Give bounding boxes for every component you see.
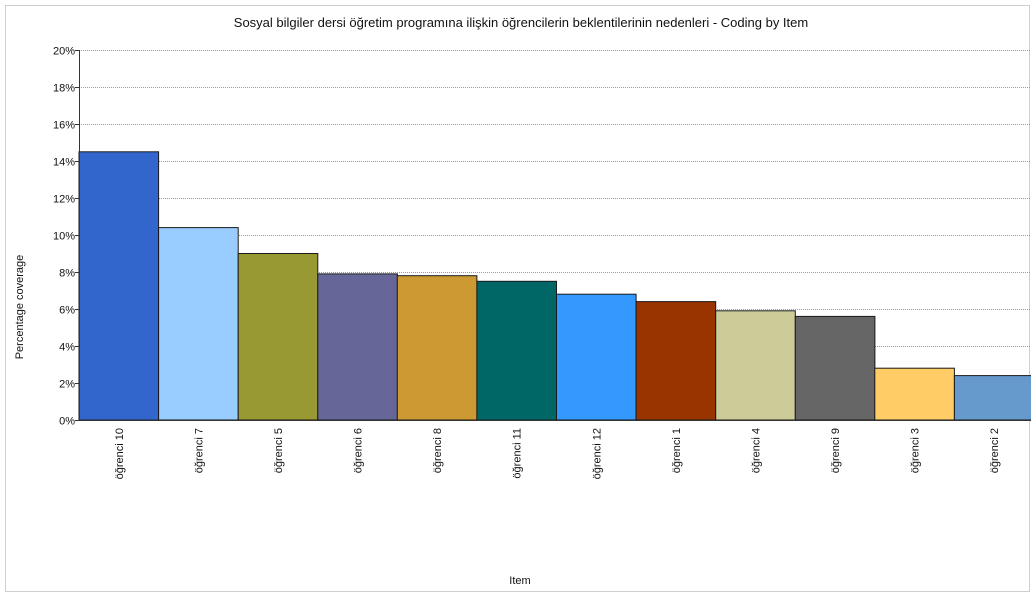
- x-tick-label: öğrenci 5: [273, 428, 285, 473]
- bar: [556, 293, 637, 421]
- y-tick-label: 16%: [53, 120, 75, 132]
- bar: [794, 315, 876, 421]
- x-tick-label: öğrenci 7: [193, 428, 205, 473]
- bar: [317, 273, 398, 421]
- x-tick-label: öğrenci 11: [512, 428, 524, 479]
- x-tick-label: öğrenci 9: [830, 428, 842, 473]
- x-tick-label: öğrenci 10: [114, 428, 126, 479]
- chart-title: Sosyal bilgiler dersi öğretim programına…: [234, 15, 808, 30]
- axes: [75, 50, 1031, 421]
- bars: [78, 151, 1031, 421]
- x-axis-label: Item: [509, 575, 530, 587]
- y-axis-label: Percentage coverage: [14, 255, 26, 360]
- y-tick-label: 12%: [53, 194, 75, 206]
- bar: [396, 275, 478, 421]
- x-tick-label: öğrenci 4: [751, 428, 763, 473]
- x-tick-label: öğrenci 6: [353, 428, 365, 473]
- y-tick-label: 10%: [53, 231, 75, 243]
- bar-chart: Sosyal bilgiler dersi öğretim programına…: [14, 15, 1031, 587]
- x-tick-label: öğrenci 3: [910, 428, 922, 473]
- y-tick-label: 20%: [53, 46, 75, 58]
- bar: [635, 301, 717, 421]
- y-tick-label: 8%: [59, 268, 75, 280]
- bar: [953, 375, 1031, 421]
- y-tick-label: 4%: [59, 342, 75, 354]
- bar: [476, 280, 557, 421]
- x-tick-label: öğrenci 2: [989, 428, 1001, 473]
- x-tick-label: öğrenci 12: [591, 428, 603, 479]
- bar: [78, 151, 160, 421]
- x-tick-label: öğrenci 8: [432, 428, 444, 473]
- x-tick-labels: öğrenci 10 öğrenci 7 öğrenci 5 öğrenci 6 öğr…: [114, 428, 1001, 479]
- bar: [237, 253, 319, 421]
- y-tick-label: 14%: [53, 157, 75, 169]
- bar: [158, 227, 239, 421]
- chart-frame: Sosyal bilgiler dersi öğretim programına…: [5, 5, 1031, 592]
- bar: [715, 310, 796, 421]
- y-tick-label: 2%: [59, 379, 75, 391]
- y-tick-label: 0%: [59, 416, 75, 428]
- y-tick-label: 18%: [53, 83, 75, 95]
- y-tick-labels: 0% 2% 4% 6% 8% 10% 12% 14% 16% 18% 20%: [53, 46, 75, 428]
- x-tick-label: öğrenci 1: [671, 428, 683, 473]
- bar: [874, 367, 955, 421]
- y-tick-label: 6%: [59, 305, 75, 317]
